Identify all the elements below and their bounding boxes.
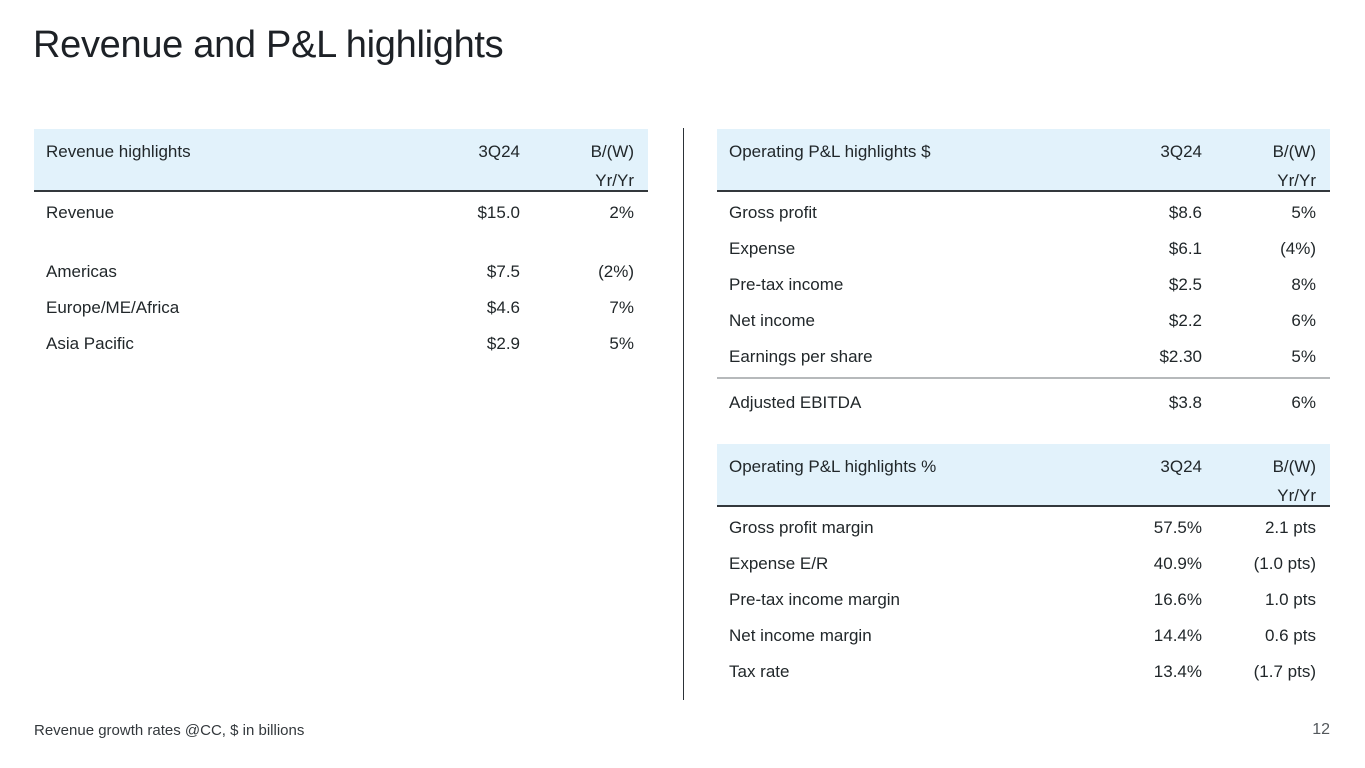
adjusted-ebitda-row: Adjusted EBITDA $3.8 6%	[717, 385, 1330, 421]
row-change: 6%	[1291, 393, 1316, 412]
page-title: Revenue and P&L highlights	[33, 24, 504, 66]
row-change: 8%	[1291, 275, 1316, 294]
table-row: Europe/ME/Africa $4.6 7%	[34, 290, 648, 326]
row-value: $15.0	[477, 203, 520, 222]
row-label: Expense E/R	[729, 554, 829, 573]
row-change: 5%	[609, 334, 634, 353]
column-period-header: 3Q24	[1160, 457, 1202, 476]
column-change-line1: B/(W)	[1272, 142, 1316, 161]
pnl-percent-table: Operating P&L highlights % 3Q24 B/(W) Yr/…	[717, 444, 1330, 690]
table-row: Revenue $15.0 2%	[34, 195, 648, 231]
column-change-line1: B/(W)	[590, 142, 634, 161]
row-value: $4.6	[486, 298, 520, 317]
revenue-table: Revenue highlights 3Q24 B/(W) Yr/Yr Reven…	[34, 129, 648, 362]
vertical-divider	[683, 128, 684, 700]
row-value: $3.8	[1168, 393, 1202, 412]
row-value: $6.1	[1168, 239, 1202, 258]
row-label: Europe/ME/Africa	[46, 298, 180, 317]
row-change: (1.0 pts)	[1253, 554, 1316, 573]
footnote: Revenue growth rates @CC, $ in billions	[34, 722, 305, 739]
row-label: Earnings per share	[729, 347, 873, 366]
row-label: Asia Pacific	[46, 334, 134, 353]
table-body: Gross profit margin 57.5% 2.1 pts Expense E…	[717, 507, 1330, 690]
row-label: Gross profit	[729, 203, 817, 222]
row-change: 2%	[609, 203, 634, 222]
row-label: Net income margin	[729, 626, 872, 645]
table-body: Revenue $15.0 2% Americas $7.5 (2%) Europe/ME/…	[34, 192, 648, 362]
row-value: 14.4%	[1153, 626, 1202, 645]
row-value: $2.2	[1168, 311, 1202, 330]
row-change: 2.1 pts	[1264, 518, 1316, 537]
table-row: Tax rate 13.4% (1.7 pts)	[717, 654, 1330, 690]
column-period-header: 3Q24	[478, 142, 520, 161]
column-change-header: B/(W) Yr/Yr	[520, 137, 634, 195]
pnl-dollar-table: Operating P&L highlights $ 3Q24 B/(W) Yr/…	[717, 129, 1330, 375]
row-label: Revenue	[46, 203, 115, 222]
row-value: 57.5%	[1153, 518, 1202, 537]
table-row: Expense $6.1 (4%)	[717, 231, 1330, 267]
page-number: 12	[1312, 721, 1330, 738]
row-label: Adjusted EBITDA	[729, 393, 862, 412]
row-label: Tax rate	[729, 662, 790, 681]
row-change: 6%	[1291, 311, 1316, 330]
row-label: Net income	[729, 311, 815, 330]
column-change-line2: Yr/Yr	[595, 171, 634, 190]
section-divider	[717, 377, 1330, 379]
table-row: Gross profit margin 57.5% 2.1 pts	[717, 510, 1330, 546]
row-change: 7%	[609, 298, 634, 317]
row-value: $2.30	[1159, 347, 1202, 366]
row-change: (4%)	[1280, 239, 1316, 258]
row-change: (1.7 pts)	[1253, 662, 1316, 681]
table-title: Revenue highlights	[46, 142, 191, 161]
row-change: 5%	[1291, 203, 1316, 222]
row-value: $2.9	[486, 334, 520, 353]
column-period-header: 3Q24	[1160, 142, 1202, 161]
row-change: 5%	[1291, 347, 1316, 366]
column-change-line2: Yr/Yr	[1277, 486, 1316, 505]
table-row: Pre-tax income $2.5 8%	[717, 267, 1330, 303]
table-row: Americas $7.5 (2%)	[34, 254, 648, 290]
row-value: $7.5	[486, 262, 520, 281]
table-row: Net income margin 14.4% 0.6 pts	[717, 618, 1330, 654]
row-label: Americas	[46, 262, 117, 281]
row-label: Pre-tax income margin	[729, 590, 901, 609]
table-row: Gross profit $8.6 5%	[717, 195, 1330, 231]
table-body: Gross profit $8.6 5% Expense $6.1 (4%) Pre-tax…	[717, 192, 1330, 375]
table-title: Operating P&L highlights $	[729, 142, 931, 161]
row-value: $2.5	[1168, 275, 1202, 294]
row-change: (2%)	[598, 262, 634, 281]
row-change: 0.6 pts	[1264, 626, 1316, 645]
row-value: 40.9%	[1153, 554, 1202, 573]
row-label: Expense	[729, 239, 796, 258]
table-row: Pre-tax income margin 16.6% 1.0 pts	[717, 582, 1330, 618]
column-change-line1: B/(W)	[1272, 457, 1316, 476]
table-title: Operating P&L highlights %	[729, 457, 937, 476]
column-change-line2: Yr/Yr	[1277, 171, 1316, 190]
table-row: Expense E/R 40.9% (1.0 pts)	[717, 546, 1330, 582]
row-label: Gross profit margin	[729, 518, 874, 537]
pnl-panel: Operating P&L highlights $ 3Q24 B/(W) Yr/…	[717, 129, 1330, 690]
row-value: $8.6	[1168, 203, 1202, 222]
table-row: Earnings per share $2.30 5%	[717, 339, 1330, 375]
table-header: Operating P&L highlights $ 3Q24 B/(W) Yr/…	[717, 129, 1330, 192]
row-label: Pre-tax income	[729, 275, 844, 294]
row-change: 1.0 pts	[1264, 590, 1316, 609]
column-change-header: B/(W) Yr/Yr	[1202, 137, 1316, 195]
table-header: Operating P&L highlights % 3Q24 B/(W) Yr/…	[717, 444, 1330, 507]
row-value: 13.4%	[1153, 662, 1202, 681]
row-value: 16.6%	[1153, 590, 1202, 609]
column-change-header: B/(W) Yr/Yr	[1202, 452, 1316, 510]
table-row: Net income $2.2 6%	[717, 303, 1330, 339]
table-row: Asia Pacific $2.9 5%	[34, 326, 648, 362]
table-header: Revenue highlights 3Q24 B/(W) Yr/Yr	[34, 129, 648, 192]
